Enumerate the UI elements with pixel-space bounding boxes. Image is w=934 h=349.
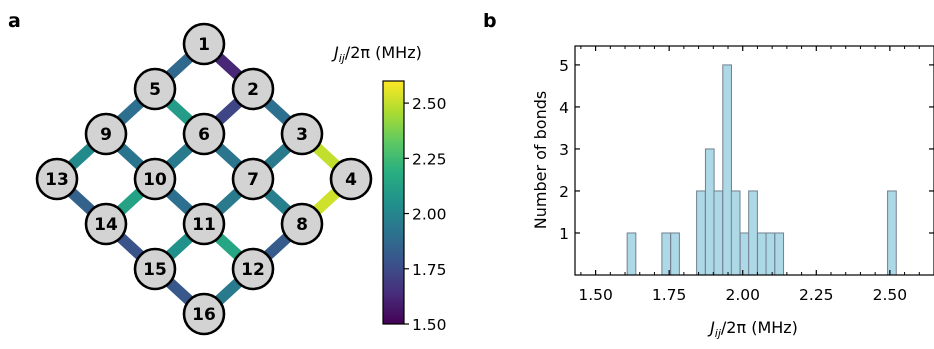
histogram-bar xyxy=(748,190,758,276)
qubit-label-10: 10 xyxy=(143,170,167,190)
histogram-bar xyxy=(739,232,750,276)
y-tick-label: 5 xyxy=(559,57,569,75)
x-axis-ticks: 1.50 1.75 2.00 2.25 2.50 xyxy=(578,46,934,304)
histogram-bar xyxy=(704,148,715,276)
qubit-node-10 xyxy=(133,157,177,201)
y-tick-label: 2 xyxy=(559,183,569,201)
y-tick-label: 1 xyxy=(559,225,569,243)
qubit-node-9 xyxy=(84,112,128,156)
qubit-label-4: 4 xyxy=(345,170,357,190)
y-axis-label: Number of bonds xyxy=(531,91,550,229)
x-axis-label-tail: /2π (MHz) xyxy=(721,318,798,337)
qubit-label-11: 11 xyxy=(192,215,216,235)
colorbar-gradient xyxy=(382,80,405,325)
histogram-bar xyxy=(757,232,767,276)
qubit-node-11 xyxy=(182,202,226,246)
histogram-bar xyxy=(765,232,776,276)
qubit-label-8: 8 xyxy=(296,215,308,235)
x-axis-label: Jij/2π (MHz) xyxy=(707,318,798,340)
qubit-node-2 xyxy=(231,67,275,111)
y-axis-ticks: 1 2 3 4 5 xyxy=(559,57,934,243)
qubit-label-16: 16 xyxy=(192,305,216,325)
histogram: 1.50 1.75 2.00 2.25 2.50 1 2 3 4 5 Number of bon… xyxy=(531,45,934,340)
qubit-label-12: 12 xyxy=(241,260,265,280)
x-tick-label: 1.50 xyxy=(578,286,613,304)
qubit-label-6: 6 xyxy=(198,125,210,145)
colorbar-tick-label: 1.75 xyxy=(412,261,447,279)
lattice-edges xyxy=(53,39,355,319)
qubit-node-8 xyxy=(280,202,324,246)
y-tick-label: 4 xyxy=(559,99,569,117)
histogram-bar xyxy=(887,190,897,276)
qubit-node-6 xyxy=(182,112,226,156)
qubit-label-14: 14 xyxy=(94,215,118,235)
colorbar-tick-label: 2.00 xyxy=(412,206,447,224)
qubit-node-14 xyxy=(84,202,128,246)
colorbar-label-tail: /2π (MHz) xyxy=(345,43,422,62)
x-axis-label-sub: ij xyxy=(715,327,722,340)
histogram-bar xyxy=(670,232,680,276)
x-axis-label-main: J xyxy=(707,318,715,337)
qubit-label-2: 2 xyxy=(247,80,259,100)
colorbar-label-sub: ij xyxy=(339,52,346,65)
x-tick-label: 2.25 xyxy=(799,286,834,304)
histogram-bar xyxy=(713,190,724,276)
histogram-frame xyxy=(574,45,934,276)
qubit-label-15: 15 xyxy=(143,260,167,280)
qubit-node-13 xyxy=(35,157,79,201)
histogram-bar xyxy=(696,190,706,276)
colorbar-tick-label: 2.25 xyxy=(412,150,447,168)
panel-label-a: a xyxy=(8,10,21,32)
colorbar-ticks: 2.50 2.25 2.00 1.75 1.50 xyxy=(404,95,447,334)
histogram-bar xyxy=(774,232,785,276)
colorbar-label-main: J xyxy=(331,43,339,62)
qubit-label-1: 1 xyxy=(198,35,210,55)
x-tick-label: 1.75 xyxy=(652,286,687,304)
colorbar-tick-label: 1.50 xyxy=(412,316,447,334)
colorbar-tick-label: 2.50 xyxy=(412,95,447,113)
qubit-label-5: 5 xyxy=(149,80,161,100)
qubit-node-4 xyxy=(329,157,373,201)
qubit-node-16 xyxy=(182,292,226,336)
histogram-bar xyxy=(661,232,672,276)
panel-label-b: b xyxy=(483,10,497,32)
y-tick-label: 3 xyxy=(559,141,569,159)
qubit-node-5 xyxy=(133,67,177,111)
colorbar-label: Jij/2π (MHz) xyxy=(331,43,422,65)
histogram-bar xyxy=(722,64,732,276)
qubit-node-15 xyxy=(133,247,177,291)
histogram-bars xyxy=(626,64,897,276)
qubit-node-3 xyxy=(280,112,324,156)
x-tick-label: 2.00 xyxy=(725,286,760,304)
qubit-label-13: 13 xyxy=(45,170,69,190)
colorbar: Jij/2π (MHz) 2.50 2.25 2.00 1.75 1.50 xyxy=(331,43,447,334)
qubit-node-7 xyxy=(231,157,275,201)
qubit-label-3: 3 xyxy=(296,125,308,145)
x-tick-label: 2.50 xyxy=(873,286,908,304)
qubit-label-7: 7 xyxy=(247,170,259,190)
qubit-node-1 xyxy=(182,22,226,66)
histogram-bar xyxy=(626,232,637,276)
qubit-label-9: 9 xyxy=(100,125,112,145)
histogram-bar xyxy=(730,190,741,276)
qubit-node-12 xyxy=(231,247,275,291)
